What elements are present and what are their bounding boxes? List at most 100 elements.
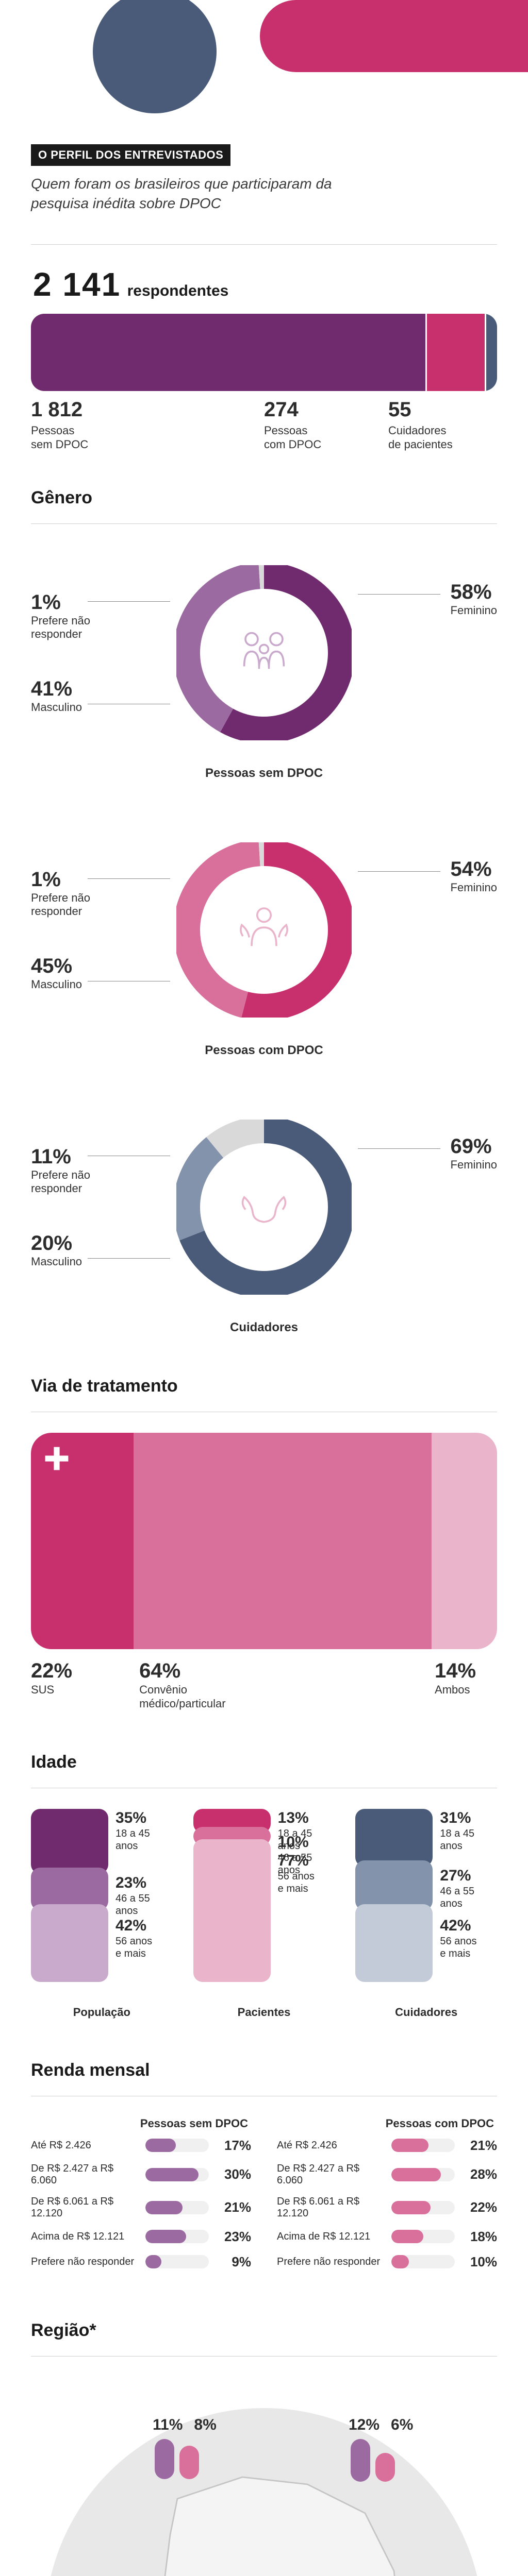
age-label: 42%56 anose mais (440, 1917, 476, 1994)
region-bar-a (155, 2439, 174, 2479)
income-row: Até R$ 2.42617% (31, 2138, 251, 2154)
income-track (391, 2139, 455, 2152)
profile-legend-item: 55Cuidadoresde pacientes (388, 398, 497, 452)
age-caption: Cuidadores (355, 2006, 497, 2019)
treatment-legend-item: 22%SUS (31, 1659, 129, 1711)
treatment-legend-item: 14%Ambos (435, 1659, 497, 1711)
income-chart: Pessoas sem DPOC Até R$ 2.42617% De R$ 2.4… (31, 2117, 497, 2279)
donut-label-na: 11%Prefere nãoresponder (31, 1145, 90, 1196)
income-heading: Renda mensal (31, 2060, 497, 2080)
income-track (145, 2230, 209, 2243)
income-pct: 28% (461, 2166, 497, 2182)
income-track (391, 2230, 455, 2243)
age-group: 13%18 a 45anos10%46 a 55anos77%56 anose … (193, 1809, 335, 2019)
age-chart: 35%18 a 45anos23%46 a 55anos42%56 anose … (31, 1809, 497, 2019)
donut-center-icon (230, 1174, 298, 1241)
age-caption: Pacientes (193, 2006, 335, 2019)
income-label: Acima de R$ 12.121 (277, 2231, 385, 2243)
age-label: 77%56 anose mais (278, 1852, 315, 1994)
age-seg (355, 1904, 433, 1982)
divider (31, 523, 497, 524)
donut-label-fem: 69%Feminino (451, 1135, 497, 1172)
income-label: Até R$ 2.426 (31, 2140, 139, 2151)
donut-label-na: 1%Prefere nãoresponder (31, 591, 90, 641)
treatment-seg (432, 1433, 497, 1649)
income-label: De R$ 6.061 a R$ 12.120 (277, 2196, 385, 2219)
income-label: Prefere não responder (277, 2256, 385, 2268)
age-label: 27%46 a 55anos (440, 1867, 476, 1917)
profile-seg (425, 314, 485, 391)
income-fill (391, 2255, 409, 2268)
income-fill (145, 2201, 183, 2214)
donut-block: 58%Feminino 1%Prefere nãoresponder 41%Masc… (31, 545, 497, 781)
income-track (145, 2255, 209, 2268)
region-bar-b (375, 2453, 395, 2482)
section-tag: O PERFIL DOS ENTREVISTADOS (31, 144, 230, 166)
divider (31, 244, 497, 245)
donut-label-masc: 41%Masculino (31, 677, 82, 714)
donut-center-icon (230, 896, 298, 963)
section-subtitle: Quem foram os brasileiros que participar… (31, 174, 361, 213)
age-group: 31%18 a 45anos27%46 a 55anos42%56 anose … (355, 1809, 497, 2019)
donut-block: 54%Feminino1%Prefere nãoresponder45%Masc… (31, 822, 497, 1058)
income-row: De R$ 2.427 a R$ 6.060 28% (277, 2163, 497, 2187)
region-map: 11%8%12%6%62%64%15%22% (31, 2377, 497, 2576)
region-pair: 11%8% (155, 2439, 199, 2479)
divider (31, 2356, 497, 2357)
income-row: De R$ 2.427 a R$ 6.060 30% (31, 2163, 251, 2187)
plus-icon (42, 1444, 71, 1473)
region-pair: 12%6% (351, 2439, 395, 2482)
profile-stacked-bar (31, 314, 497, 391)
age-heading: Idade (31, 1752, 497, 1772)
income-pct: 10% (461, 2254, 497, 2270)
age-seg (31, 1904, 108, 1982)
treatment-seg (134, 1433, 432, 1649)
income-track (391, 2168, 455, 2181)
income-row: Prefere não responder 10% (277, 2254, 497, 2270)
income-label: De R$ 2.427 a R$ 6.060 (31, 2163, 139, 2187)
income-label: De R$ 2.427 a R$ 6.060 (277, 2163, 385, 2187)
income-fill (145, 2168, 199, 2181)
income-label: Prefere não responder (31, 2256, 139, 2268)
income-row: Acima de R$ 12.121 23% (31, 2229, 251, 2245)
income-track (391, 2201, 455, 2214)
income-fill (145, 2255, 161, 2268)
treatment-legend-item: 64%Convêniomédico/particular (139, 1659, 424, 1711)
treatment-legend: 22%SUS64%Convêniomédico/particular14%Amb… (31, 1659, 497, 1711)
income-track (391, 2255, 455, 2268)
total-label: respondentes (127, 282, 229, 299)
region-pct-labels: 12%6% (349, 2416, 413, 2434)
donut-label-fem: 58%Feminino (451, 581, 497, 617)
income-label: Até R$ 2.426 (277, 2140, 385, 2151)
age-seg (31, 1809, 108, 1874)
income-track (145, 2201, 209, 2214)
age-seg (193, 1839, 271, 1982)
decor-circle (93, 0, 217, 113)
income-pct: 23% (215, 2229, 251, 2245)
treatment-heading: Via de tratamento (31, 1376, 497, 1396)
gender-heading: Gênero (31, 488, 497, 508)
income-row: Acima de R$ 12.12118% (277, 2229, 497, 2245)
income-row: De R$ 6.061 a R$ 12.12022% (277, 2196, 497, 2219)
region-bar-a (351, 2439, 370, 2482)
donut-label-masc: 45%Masculino (31, 955, 82, 991)
income-label: Acima de R$ 12.121 (31, 2231, 139, 2243)
treatment-card (31, 1433, 497, 1649)
region-pct-labels: 11%8% (153, 2416, 217, 2434)
income-track (145, 2168, 209, 2181)
donut-label-masc: 20%Masculino (31, 1232, 82, 1268)
region-heading: Região* (31, 2320, 497, 2341)
age-seg (355, 1860, 433, 1910)
age-seg (355, 1809, 433, 1867)
income-pct: 9% (215, 2254, 251, 2270)
income-fill (145, 2139, 176, 2152)
profile-seg (31, 314, 425, 391)
income-fill (391, 2139, 428, 2152)
header-decor (31, 21, 497, 124)
age-label: 23%46 a 55anos (116, 1874, 152, 1917)
income-pct: 30% (215, 2166, 251, 2182)
age-label: 42%56 anose mais (116, 1917, 152, 1994)
income-col-heading: Pessoas sem DPOC (31, 2117, 251, 2130)
income-col-heading: Pessoas com DPOC (277, 2117, 497, 2130)
age-label: 13%18 a 45anos (278, 1809, 315, 1833)
